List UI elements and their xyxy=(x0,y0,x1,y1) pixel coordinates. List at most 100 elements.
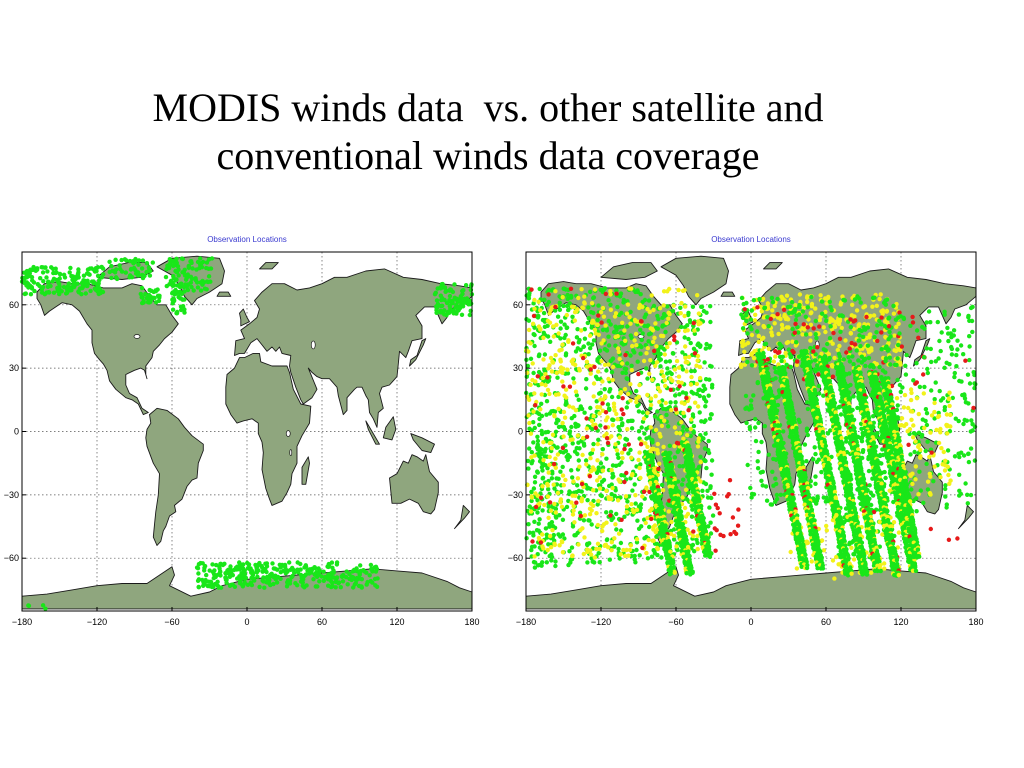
observation-point xyxy=(245,582,251,587)
observation-point xyxy=(897,423,902,428)
observation-point xyxy=(769,295,775,301)
observation-point xyxy=(948,412,953,418)
observation-point xyxy=(641,358,647,364)
observation-point xyxy=(808,504,813,509)
observation-point xyxy=(91,267,97,272)
observation-point xyxy=(189,284,194,290)
observation-point xyxy=(531,301,536,306)
observation-point xyxy=(837,426,842,431)
observation-point xyxy=(656,354,661,360)
observation-point xyxy=(588,289,593,294)
observation-point xyxy=(864,314,869,320)
observation-point xyxy=(917,469,922,474)
observation-point xyxy=(530,361,535,366)
observation-point xyxy=(631,510,636,515)
observation-point xyxy=(806,317,811,322)
observation-point xyxy=(595,358,600,363)
observation-point xyxy=(939,446,944,451)
observation-point xyxy=(715,505,720,511)
observation-point xyxy=(697,375,703,381)
observation-point xyxy=(603,425,608,430)
observation-point xyxy=(616,349,621,355)
observation-point xyxy=(875,323,880,328)
land-eurasia xyxy=(234,268,473,428)
observation-point xyxy=(817,324,822,329)
observation-point xyxy=(600,524,605,529)
observation-point xyxy=(204,260,210,265)
observation-point xyxy=(630,488,635,493)
observation-point xyxy=(682,335,687,340)
observation-point xyxy=(547,500,553,505)
observation-point xyxy=(558,365,564,370)
observation-point xyxy=(576,440,581,445)
observation-point xyxy=(532,325,537,330)
observation-point xyxy=(829,317,835,322)
observation-point xyxy=(277,562,282,567)
observation-point xyxy=(695,444,701,449)
observation-point xyxy=(663,407,669,412)
observation-point xyxy=(797,302,802,308)
observation-point xyxy=(922,384,927,390)
observation-point xyxy=(586,316,591,321)
observation-point xyxy=(565,296,570,302)
observation-point xyxy=(571,376,576,381)
observation-point xyxy=(571,503,576,509)
observation-point xyxy=(968,492,974,498)
observation-point xyxy=(776,362,781,367)
observation-point xyxy=(597,560,602,565)
observation-point xyxy=(540,475,546,480)
observation-point xyxy=(672,425,678,430)
observation-point xyxy=(539,451,544,457)
observation-point xyxy=(831,330,836,336)
observation-point xyxy=(937,338,942,344)
observation-point xyxy=(708,531,714,536)
observation-point xyxy=(658,364,663,369)
observation-point xyxy=(30,278,35,283)
observation-point xyxy=(563,477,568,483)
observation-point xyxy=(690,412,696,417)
observation-point xyxy=(743,393,749,399)
observation-point xyxy=(556,331,561,336)
observation-point xyxy=(826,352,831,357)
observation-point xyxy=(910,314,915,320)
observation-point xyxy=(944,412,950,417)
observation-point xyxy=(814,335,819,341)
observation-point xyxy=(708,319,713,325)
observation-point xyxy=(659,555,664,560)
observation-point xyxy=(967,344,972,349)
observation-point xyxy=(841,357,846,362)
observation-point xyxy=(936,440,942,446)
observation-point xyxy=(967,334,972,339)
observation-point xyxy=(287,581,293,586)
observation-point xyxy=(532,391,537,396)
observation-point xyxy=(752,318,758,323)
observation-point xyxy=(913,464,918,469)
observation-point xyxy=(447,293,453,299)
observation-point xyxy=(535,498,540,503)
observation-point xyxy=(536,299,541,304)
observation-point xyxy=(667,286,672,292)
observation-point xyxy=(808,311,813,316)
observation-point xyxy=(613,334,618,340)
observation-point xyxy=(916,411,921,417)
observation-point xyxy=(352,582,357,587)
observation-point xyxy=(653,363,658,369)
observation-point xyxy=(548,339,553,344)
observation-point xyxy=(567,489,572,494)
observation-point xyxy=(200,561,205,566)
observation-point xyxy=(325,577,331,582)
observation-point xyxy=(757,296,762,302)
observation-point xyxy=(925,479,931,484)
observation-point xyxy=(591,488,596,493)
observation-point xyxy=(877,296,882,302)
observation-point xyxy=(547,462,552,467)
observation-point xyxy=(601,477,607,483)
observation-point xyxy=(307,571,312,576)
observation-point xyxy=(585,560,590,565)
observation-point xyxy=(464,296,470,301)
observation-point xyxy=(640,299,645,305)
observation-point xyxy=(896,416,901,421)
observation-point xyxy=(625,299,630,304)
observation-point xyxy=(592,287,598,292)
observation-point xyxy=(538,407,543,412)
